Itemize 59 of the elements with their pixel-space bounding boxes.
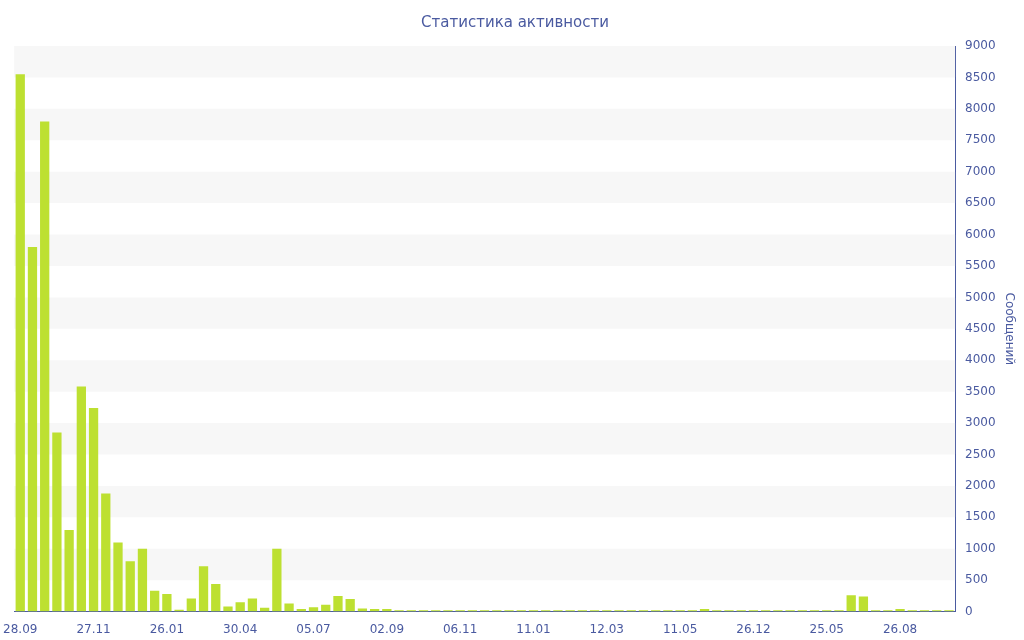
y-tick-label: 6500 <box>965 195 996 210</box>
y-tick-label: 0 <box>965 603 973 618</box>
bar <box>247 598 258 612</box>
bar <box>40 121 50 612</box>
bar <box>125 561 135 612</box>
x-tick-label: 26.08 <box>882 621 918 636</box>
x-tick-label: 25.05 <box>809 621 844 636</box>
bar <box>101 493 111 612</box>
bar <box>333 595 343 612</box>
y-tick-label: 2000 <box>965 478 996 493</box>
bar <box>211 583 221 612</box>
x-tick-label: 11.01 <box>516 621 551 636</box>
x-tick-label: 06.11 <box>442 621 478 636</box>
x-tick-label: 11.05 <box>662 621 698 636</box>
bar <box>272 548 282 612</box>
bar <box>15 74 25 612</box>
bar <box>64 529 74 612</box>
y-tick-label: 8500 <box>965 69 996 84</box>
chart-title: Статистика активности <box>421 12 609 31</box>
x-tick-label: 26.01 <box>149 621 185 636</box>
bar <box>345 599 355 612</box>
bar <box>846 595 856 612</box>
bar <box>150 590 160 612</box>
bar <box>88 407 99 612</box>
y-tick-label: 8000 <box>965 100 996 115</box>
bar <box>198 566 209 612</box>
bar <box>284 603 294 612</box>
bar <box>162 594 172 612</box>
y-tick-label: 1500 <box>965 509 996 524</box>
y-tick-label: 3500 <box>965 383 996 398</box>
x-tick-label: 12.03 <box>589 621 624 636</box>
y-tick-label: 500 <box>965 572 988 587</box>
bar <box>113 542 123 612</box>
bar <box>27 247 38 612</box>
y-tick-label: 2500 <box>965 446 996 461</box>
y-tick-label: 7000 <box>965 163 996 178</box>
bar <box>357 608 368 612</box>
y-tick-label: 9000 <box>965 38 996 53</box>
y-axis-title: Сообщений <box>1002 292 1017 366</box>
y-tick-label: 3000 <box>965 415 996 430</box>
x-tick-label: 02.09 <box>369 621 405 636</box>
y-tick-label: 6000 <box>965 226 996 241</box>
bar <box>137 548 148 612</box>
x-tick-label: 05.07 <box>296 621 331 636</box>
bar <box>235 602 245 612</box>
bar <box>76 386 86 612</box>
x-tick-label: 27.11 <box>76 621 111 636</box>
bar <box>858 596 869 612</box>
bar <box>52 432 62 612</box>
y-tick-label: 7500 <box>965 132 996 147</box>
y-tick-label: 5000 <box>965 289 996 304</box>
y-tick-label: 4000 <box>965 352 996 367</box>
y-tick-label: 4500 <box>965 320 996 335</box>
y-tick-label: 1000 <box>965 540 996 555</box>
y-tick-label: 5500 <box>965 258 996 273</box>
x-tick-label: 26.12 <box>736 621 771 636</box>
x-tick-label: 30.04 <box>223 621 258 636</box>
bar <box>186 598 196 612</box>
x-tick-label: 28.09 <box>3 621 38 636</box>
